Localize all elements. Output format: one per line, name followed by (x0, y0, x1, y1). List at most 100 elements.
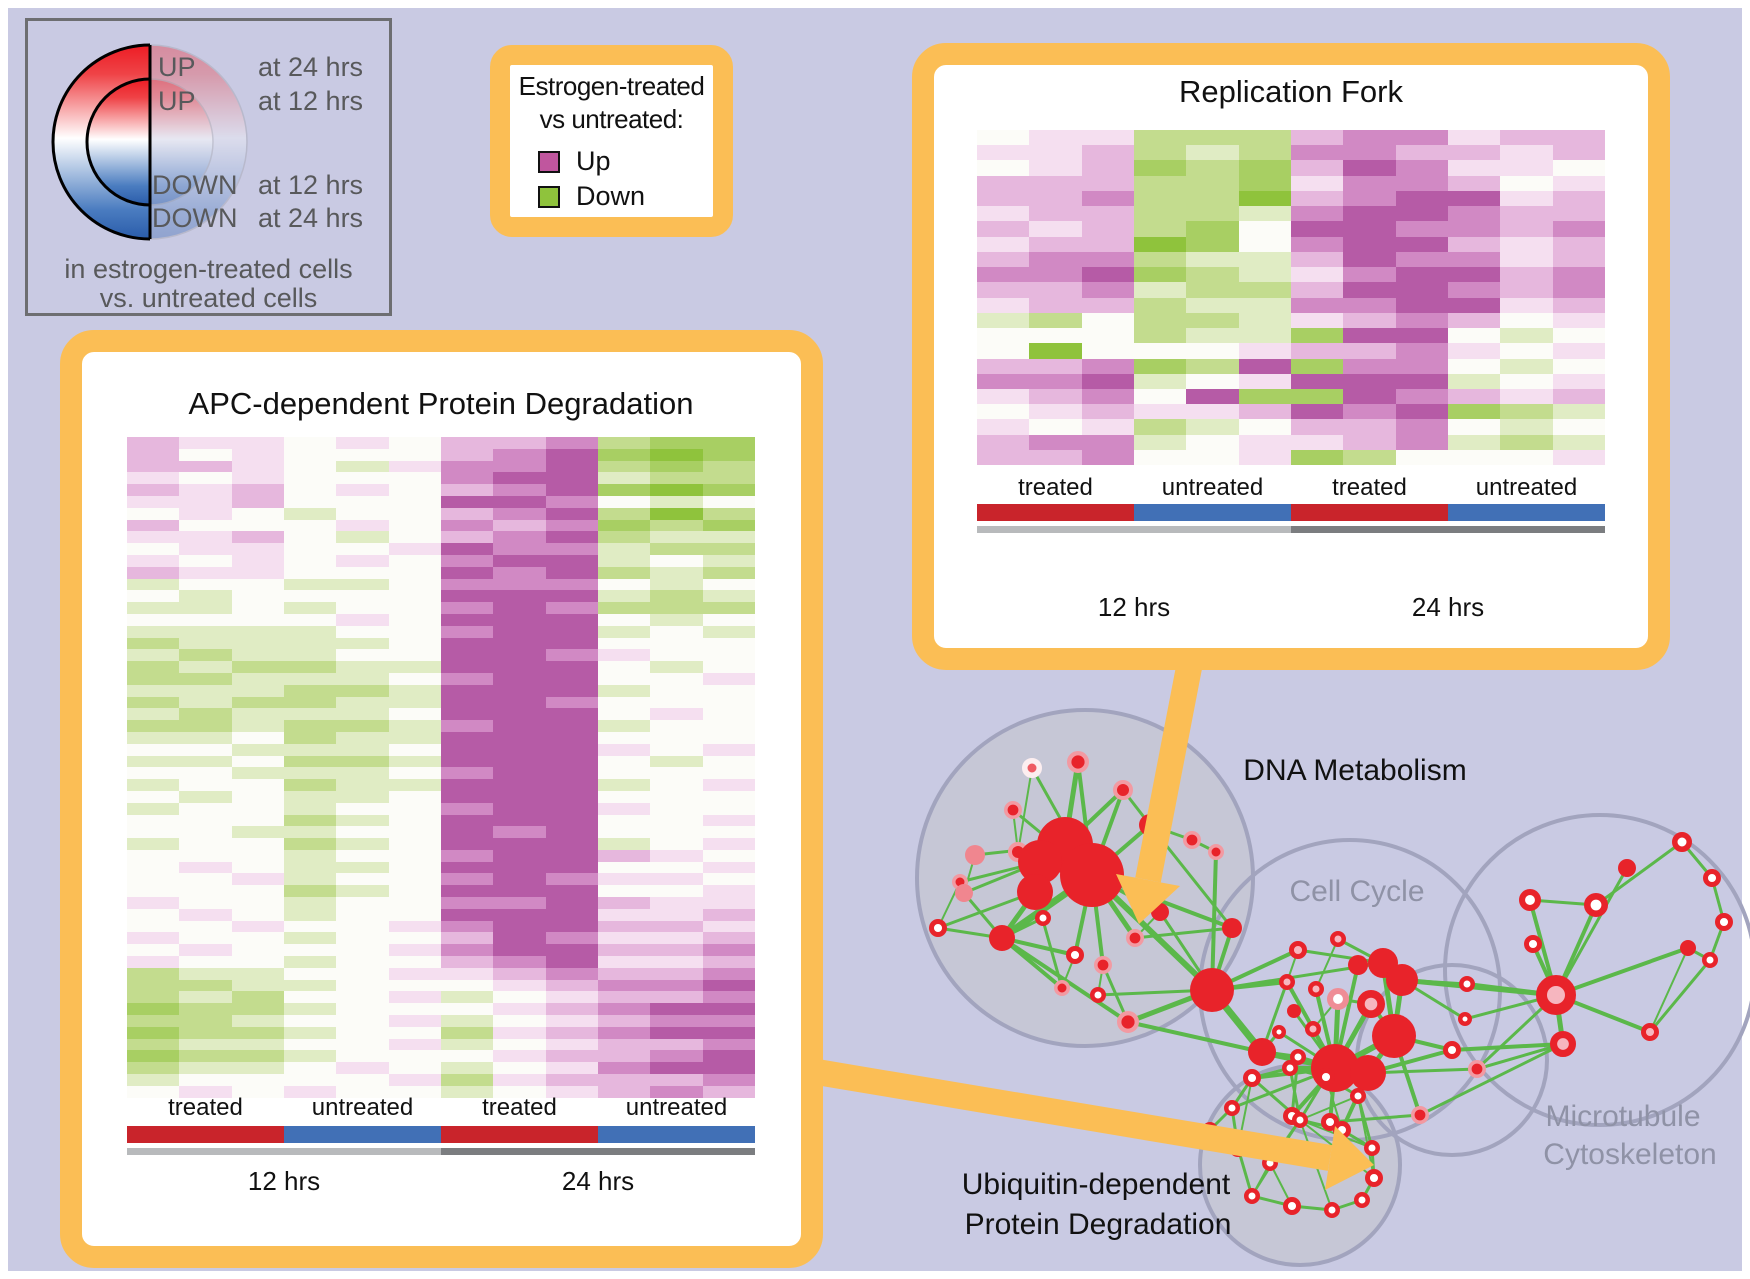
heatmap-cell (650, 755, 703, 768)
heatmap-cell (283, 1026, 337, 1039)
network-node-rw (1035, 910, 1051, 926)
heatmap-cell (336, 767, 389, 780)
heatmap-cell (1029, 190, 1082, 207)
heatmap-cell (127, 484, 180, 496)
heatmap-cell (179, 696, 232, 709)
heatmap-cell (650, 873, 703, 886)
heatmap-cell (388, 637, 441, 650)
heatmap-cell (388, 696, 441, 709)
heatmap-cell (388, 1050, 441, 1063)
heatmap-cell (388, 755, 441, 768)
heatmap-cell (702, 932, 755, 945)
heatmap-cell (388, 873, 441, 886)
heatmap-cell (283, 779, 337, 791)
heatmap-cell (1447, 145, 1501, 161)
heatmap-cell (650, 554, 703, 567)
heatmap-cell (597, 743, 651, 756)
heatmap-cell (179, 849, 232, 862)
heatmap-cell (702, 779, 755, 791)
heatmap-cell (702, 590, 755, 603)
heatmap-cell (1133, 221, 1187, 237)
heatmap-cell (1552, 267, 1605, 283)
heatmap-cell (440, 731, 494, 744)
heatmap-cell (336, 1074, 389, 1086)
heatmap-cell (1290, 251, 1344, 268)
heatmap-cell (1500, 221, 1553, 237)
heatmap-cell (597, 696, 651, 709)
heatmap-cell (1081, 328, 1134, 344)
heatmap-row (127, 484, 755, 496)
heatmap-cell (1343, 358, 1396, 374)
heatmap-cell (1238, 449, 1291, 466)
network-node-rp (1640, 1022, 1659, 1041)
time-label: 12 hrs (1097, 592, 1171, 622)
heatmap-row (127, 566, 755, 579)
heatmap-cell (179, 932, 232, 945)
heatmap-cell (1500, 160, 1553, 176)
heatmap-cell (493, 767, 546, 780)
network-node-rp (1279, 974, 1295, 990)
heatmap-cell (702, 495, 755, 508)
heatmap-cell (231, 838, 284, 850)
heatmap-cell (388, 861, 441, 874)
heatmap-cell (283, 991, 337, 1004)
heatmap-cell (1081, 160, 1134, 176)
heatmap-cell (283, 543, 337, 555)
heatmap-cell (1186, 175, 1239, 191)
heatmap-cell (336, 944, 389, 957)
heatmap-row (127, 613, 755, 626)
heatmap-cell (336, 460, 389, 473)
heatmap-cell (650, 838, 703, 850)
network-node-rw (1244, 1188, 1260, 1204)
network-edge (1017, 767, 1033, 853)
heatmap-cell (702, 849, 755, 862)
heatmap-cell (283, 1050, 337, 1063)
heatmap-cell (283, 861, 337, 874)
heatmap-cell (388, 767, 441, 780)
heatmap-cell (336, 625, 389, 638)
heatmap-cell (1186, 373, 1239, 389)
heatmap-cell (179, 920, 232, 933)
heatmap-cell (336, 861, 389, 874)
network-node-rp (1305, 1021, 1321, 1037)
heatmap-cell (127, 437, 180, 449)
heatmap-cell (1500, 312, 1553, 329)
heatmap-cell (493, 495, 546, 508)
heatmap-cell (179, 897, 232, 909)
heatmap-cell (179, 908, 232, 921)
heatmap-row (127, 437, 755, 449)
network-node-s (1350, 1055, 1386, 1091)
heatmap-cell (283, 743, 337, 756)
heatmap-cell (336, 602, 389, 614)
network-node-rw (1714, 912, 1733, 931)
heatmap-cell (702, 661, 755, 673)
heatmap-cell (1500, 328, 1553, 344)
heatmap-cell (597, 1050, 651, 1063)
apc-time-labels: 12 hrs 24 hrs (127, 1166, 755, 1197)
arrow-shaft-2 (802, 1057, 1333, 1171)
network-node-p (965, 845, 985, 865)
heatmap-cell (1186, 267, 1239, 283)
heatmap-cell (336, 908, 389, 921)
heatmap-cell (597, 779, 651, 791)
heatmap-cell (545, 684, 598, 697)
heatmap-cell (127, 731, 180, 744)
heatmap-cell (493, 696, 546, 709)
heatmap-cell (179, 1062, 232, 1075)
network-node-rw (1282, 1060, 1298, 1076)
heatmap-cell (1395, 206, 1448, 222)
heatmap-cell (1500, 282, 1553, 298)
heatmap-cell (1081, 449, 1134, 466)
network-node-rw (1702, 952, 1718, 968)
heatmap-cell (702, 861, 755, 874)
heatmap-cell (440, 519, 494, 532)
heatmap-cell (597, 543, 651, 555)
heatmap-row (127, 684, 755, 697)
heatmap-cell (545, 649, 598, 662)
heatmap-cell (977, 312, 1030, 329)
heatmap-cell (440, 838, 494, 850)
heatmap-cell (336, 1038, 389, 1051)
apc-title: APC-dependent Protein Degradation (188, 386, 694, 421)
network-label: Cell Cycle (1289, 875, 1424, 908)
heatmap-cell (388, 908, 441, 921)
